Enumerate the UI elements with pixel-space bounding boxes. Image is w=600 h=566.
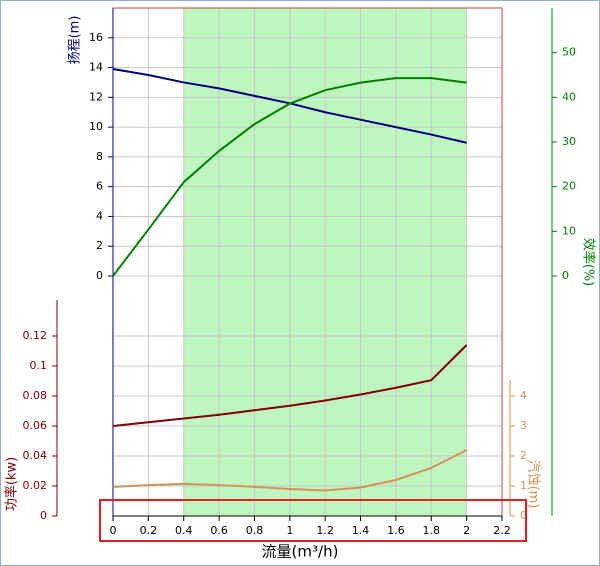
x-tick-label: 0.4: [175, 524, 193, 537]
plot-layer: 0 0.2 0.4 0.6 0.8 1 1.2 1.4 1.6 1.8 2 2.20246810121…: [4, 7, 597, 537]
x-tick-label: 1.6: [387, 524, 405, 537]
y-tick-label: 50: [562, 46, 576, 59]
y-tick-label: 0.04: [23, 449, 48, 462]
y-tick-label: 0.02: [23, 479, 48, 492]
y-tick-label: 0: [40, 509, 47, 522]
y-tick-label: 16: [89, 31, 103, 44]
y-tick-label: 20: [562, 180, 576, 193]
x-tick-label: 1.8: [423, 524, 441, 537]
series-line: [112, 344, 468, 427]
x-tick-label: 2: [463, 524, 470, 537]
y-tick-label: 0.06: [23, 419, 48, 432]
y-tick-label: 4: [96, 209, 103, 222]
x-tick-label: 0.8: [246, 524, 264, 537]
y-tick-label: 40: [562, 90, 576, 103]
x-axis-label: 流量(m³/h): [262, 543, 339, 561]
y-tick-label: 14: [89, 61, 103, 74]
series-line: [112, 449, 468, 492]
x-tick-label: 0: [110, 524, 117, 537]
y-tick-label: 0: [562, 269, 569, 282]
y-tick-label: 0.12: [23, 329, 48, 342]
y-tick-label: 10: [562, 224, 576, 237]
y-tick-label: 12: [89, 90, 103, 103]
x-tick-label: 1: [286, 524, 293, 537]
y-axis-label: 扬程(m): [68, 16, 83, 65]
x-tick-label: 0.6: [210, 524, 228, 537]
y-tick-label: 0: [96, 269, 103, 282]
y-tick-label: 0.08: [23, 389, 48, 402]
x-tick-label: 2.2: [493, 524, 511, 537]
y-axis-label: 汽蚀(m): [526, 460, 541, 509]
y-tick-label: 0: [520, 509, 527, 522]
y-tick-label: 10: [89, 120, 103, 133]
highlight-box: [99, 499, 527, 542]
y-tick-label: 2: [96, 239, 103, 252]
y-tick-label: 30: [562, 135, 576, 148]
x-tick-label: 1.2: [316, 524, 334, 537]
x-tick-label: 1.4: [352, 524, 370, 537]
y-axis-label: 功率(kw): [4, 457, 20, 511]
y-tick-label: 4: [520, 389, 527, 402]
y-tick-label: 0.1: [30, 359, 48, 372]
y-tick-label: 3: [520, 419, 527, 432]
series-line: [112, 77, 467, 277]
y-axis-label: 效率(%): [581, 238, 597, 287]
y-tick-label: 6: [96, 180, 103, 193]
y-tick-label: 1: [520, 479, 527, 492]
y-tick-label: 2: [520, 449, 527, 462]
x-tick-label: 0.2: [140, 524, 158, 537]
y-tick-label: 8: [96, 150, 103, 163]
